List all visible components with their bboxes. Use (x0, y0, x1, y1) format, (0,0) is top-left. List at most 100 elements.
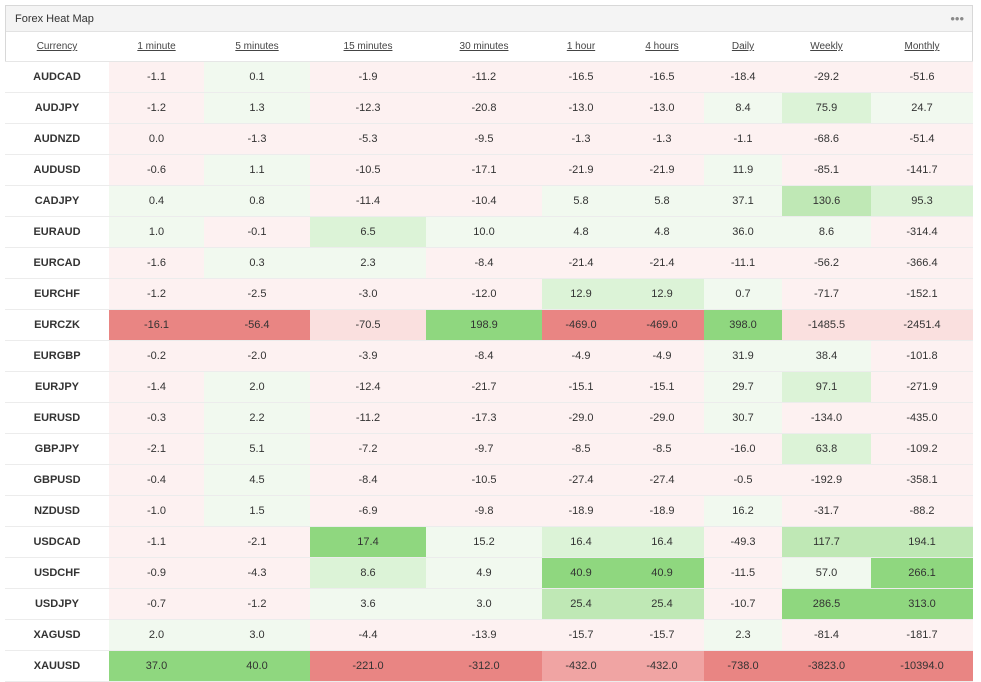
table-row: XAUUSD 37.0 40.0 -221.0 -312.0 -432.0 -432.0 -7… (5, 650, 973, 682)
heat-cell: -51.4 (871, 123, 973, 155)
heat-cell: 1.3 (204, 92, 310, 124)
heat-cell: -0.2 (109, 340, 204, 372)
table-row: NZDUSD -1.0 1.5 -6.9 -9.8 -18.9 -18.9 16.2 -31.7… (5, 495, 973, 527)
heat-cell: -68.6 (782, 123, 871, 155)
heat-cell: 0.0 (109, 123, 204, 155)
heat-cell: 8.4 (704, 92, 782, 124)
heat-cell: -8.4 (426, 247, 542, 279)
currency-pair-cell: GBPUSD (5, 464, 109, 496)
heat-cell: -0.9 (109, 557, 204, 589)
heat-cell: 4.5 (204, 464, 310, 496)
heat-cell: -11.2 (426, 61, 542, 93)
heat-cell: 16.4 (620, 526, 704, 558)
column-header[interactable]: Weekly (782, 32, 871, 62)
heat-cell: 37.1 (704, 185, 782, 217)
heat-cell: -13.9 (426, 619, 542, 651)
column-header[interactable]: Currency (5, 32, 109, 62)
heat-cell: -13.0 (620, 92, 704, 124)
heat-cell: 16.4 (542, 526, 620, 558)
table-row: USDCAD -1.1 -2.1 17.4 15.2 16.4 16.4 -49.3 117.7… (5, 526, 973, 558)
heat-map-panel: Forex Heat Map ••• Currency 1 minute 5 min… (5, 5, 973, 682)
heat-cell: 63.8 (782, 433, 871, 465)
column-header-label[interactable]: Currency (36, 41, 78, 52)
column-header-label[interactable]: 15 minutes (343, 41, 393, 52)
column-header[interactable]: 1 minute (109, 32, 204, 62)
heat-cell: -1.2 (204, 588, 310, 620)
heat-cell: -738.0 (704, 650, 782, 682)
table-row: XAGUSD 2.0 3.0 -4.4 -13.9 -15.7 -15.7 2.3 -81.4-… (5, 619, 973, 651)
heat-cell: 194.1 (871, 526, 973, 558)
heat-cell: -81.4 (782, 619, 871, 651)
heat-cell: -1.1 (109, 526, 204, 558)
heat-cell: -1.1 (704, 123, 782, 155)
column-header[interactable]: Monthly (871, 32, 973, 62)
currency-pair-cell: EURCAD (5, 247, 109, 279)
heat-cell: -10.5 (426, 464, 542, 496)
column-header-label[interactable]: 4 hours (645, 41, 679, 52)
heat-cell: 24.7 (871, 92, 973, 124)
heat-cell: 2.3 (704, 619, 782, 651)
column-header-label[interactable]: 30 minutes (459, 41, 509, 52)
heat-cell: -27.4 (620, 464, 704, 496)
column-header[interactable]: 15 minutes (310, 32, 426, 62)
heat-cell: 16.2 (704, 495, 782, 527)
heat-cell: 2.2 (204, 402, 310, 434)
currency-pair-cell: EURJPY (5, 371, 109, 403)
column-header[interactable]: 30 minutes (426, 32, 542, 62)
heat-cell: -314.4 (871, 216, 973, 248)
heat-cell: -2451.4 (871, 309, 973, 341)
heat-cell: -9.7 (426, 433, 542, 465)
heat-cell: -4.9 (542, 340, 620, 372)
heat-cell: -16.1 (109, 309, 204, 341)
heat-cell: 2.0 (204, 371, 310, 403)
column-header-label[interactable]: 5 minutes (235, 41, 279, 52)
heat-cell: 4.9 (426, 557, 542, 589)
column-header-label[interactable]: Weekly (810, 41, 843, 52)
heat-cell: 12.9 (542, 278, 620, 310)
heat-cell: 198.9 (426, 309, 542, 341)
heat-cell: -8.4 (310, 464, 426, 496)
currency-pair-cell: GBPJPY (5, 433, 109, 465)
currency-pair-cell: EURUSD (5, 402, 109, 434)
heat-cell: -0.3 (109, 402, 204, 434)
heat-cell: 40.9 (542, 557, 620, 589)
heat-cell: 5.8 (620, 185, 704, 217)
currency-pair-cell: USDJPY (5, 588, 109, 620)
heat-cell: -0.1 (204, 216, 310, 248)
table-row: AUDUSD -0.6 1.1 -10.5 -17.1 -21.9 -21.9 11.9 -85… (5, 154, 973, 186)
heat-cell: -7.2 (310, 433, 426, 465)
table-row: AUDJPY -1.2 1.3 -12.3 -20.8 -13.0 -13.0 8.4 75.9… (5, 92, 973, 124)
column-header[interactable]: 5 minutes (204, 32, 310, 62)
heat-cell: -27.4 (542, 464, 620, 496)
column-header[interactable]: Daily (704, 32, 782, 62)
heat-cell: 313.0 (871, 588, 973, 620)
heat-cell: -1.2 (109, 92, 204, 124)
column-header-label[interactable]: Daily (731, 41, 755, 52)
heat-cell: 11.9 (704, 154, 782, 186)
table-row: EURCHF -1.2 -2.5 -3.0 -12.0 12.9 12.9 0.7 -71.7-… (5, 278, 973, 310)
heat-cell: -56.2 (782, 247, 871, 279)
heat-cell: 57.0 (782, 557, 871, 589)
heat-cell: -11.4 (310, 185, 426, 217)
column-header[interactable]: 4 hours (620, 32, 704, 62)
column-header-label[interactable]: 1 minute (137, 41, 176, 52)
heat-cell: -88.2 (871, 495, 973, 527)
panel-header: Forex Heat Map ••• (6, 6, 972, 32)
table-body: AUDCAD -1.1 0.1 -1.9 -11.2 -16.5 -16.5 -18.4 -29… (5, 61, 973, 682)
heat-cell: 6.5 (310, 216, 426, 248)
column-header-label[interactable]: Monthly (904, 41, 940, 52)
heat-cell: -21.4 (620, 247, 704, 279)
heat-cell: 117.7 (782, 526, 871, 558)
table-row: EURCZK -16.1 -56.4 -70.5 198.9 -469.0 -469.0 39… (5, 309, 973, 341)
heat-cell: 1.1 (204, 154, 310, 186)
heat-cell: 2.3 (310, 247, 426, 279)
heat-cell: 75.9 (782, 92, 871, 124)
currency-pair-cell: AUDCAD (5, 61, 109, 93)
more-dots-icon[interactable]: ••• (950, 10, 964, 26)
heat-cell: 0.4 (109, 185, 204, 217)
heat-cell: -4.9 (620, 340, 704, 372)
column-header[interactable]: 1 hour (542, 32, 620, 62)
heat-cell: -366.4 (871, 247, 973, 279)
currency-pair-cell: NZDUSD (5, 495, 109, 527)
column-header-label[interactable]: 1 hour (566, 41, 596, 52)
